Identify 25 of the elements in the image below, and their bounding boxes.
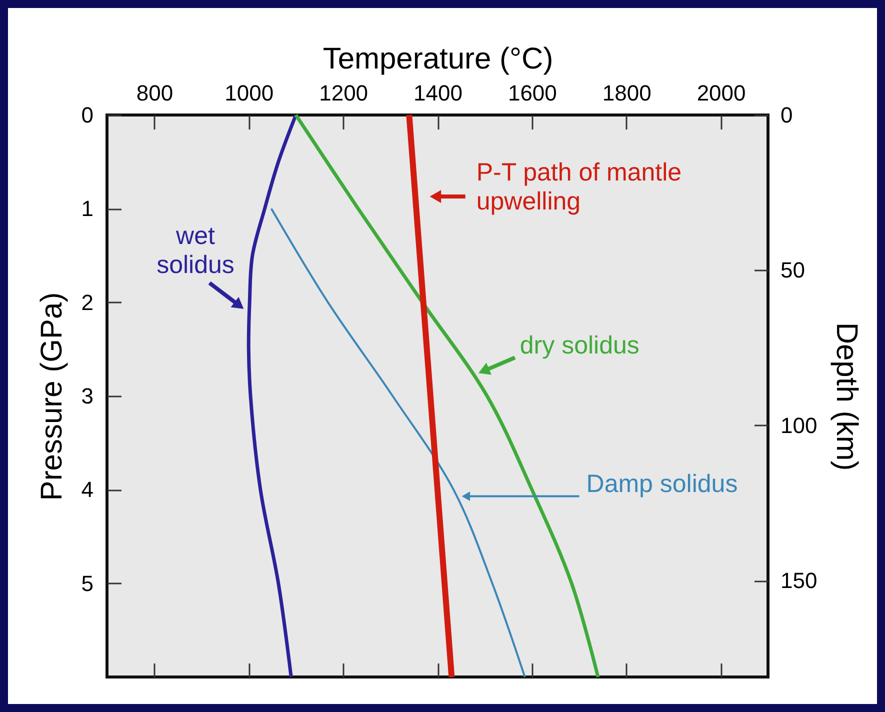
series-label: dry solidus [520,332,640,360]
y-tick-label: 2 [81,290,94,315]
series-label: wet solidus [156,222,234,279]
x-tick-label: 1200 [319,80,368,106]
y-tick-label: 1 [81,196,94,222]
y2-tick-label: 50 [780,258,805,283]
x-tick-label: 1400 [414,80,462,106]
x-tick-label: 1800 [602,80,652,106]
x-tick-label: 1000 [224,80,274,106]
y2-tick-label: 100 [780,412,818,438]
legend-label: Damp solidus [586,470,738,498]
x-tick-label: 1600 [508,80,557,106]
x-tick-label: 800 [136,80,174,106]
line-series [246,113,298,679]
y-tick-label: 4 [81,477,94,502]
y2-tick-label: 0 [780,102,793,128]
y-tick-label: 5 [81,570,94,596]
y2-axis-title: Depth (km) [830,322,864,471]
x-axis-title: Temperature (°C) [322,42,554,76]
y2-tick-label: 150 [780,568,818,594]
y-tick-label: 3 [81,384,94,408]
x-tick-label: 2000 [696,80,746,106]
y-axis-title: Pressure (GPa) [35,292,68,501]
legend-label: P-T path of mantle upwelling [476,158,682,216]
y-tick-label: 0 [81,102,94,128]
